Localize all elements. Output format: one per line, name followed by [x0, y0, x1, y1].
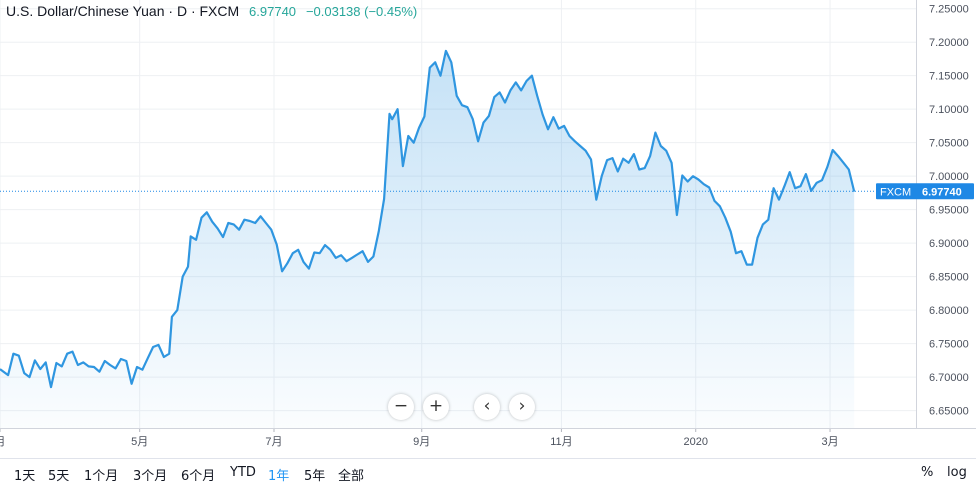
y-axis[interactable]: 7.25000 7.20000 7.15000 7.10000 7.05000 7.000…: [916, 0, 969, 428]
log-scale-button[interactable]: log: [947, 465, 967, 480]
y-tick-label: 6.85000: [929, 272, 969, 284]
x-tick-label: 3月: [821, 436, 838, 448]
x-tick-label: 月: [0, 436, 6, 448]
range-ytd-button[interactable]: YTD: [230, 465, 256, 480]
range-1d-button[interactable]: 1天: [14, 469, 36, 484]
price-label-symbol: FXCM: [880, 186, 911, 198]
x-tick-label: 5月: [131, 436, 148, 448]
y-tick-label: 6.90000: [929, 238, 969, 250]
y-tick-label: 6.95000: [929, 205, 969, 217]
price-chart[interactable]: 7.25000 7.20000 7.15000 7.10000 7.05000 7.000…: [0, 0, 976, 458]
y-tick-label: 7.10000: [929, 104, 969, 116]
y-tick-label: 7.00000: [929, 171, 969, 183]
price-area-fill: [0, 50, 855, 429]
y-tick-label: 6.70000: [929, 372, 969, 384]
y-tick-label: 7.15000: [929, 71, 969, 83]
scroll-right-button[interactable]: ›: [509, 394, 535, 420]
y-tick-label: 6.75000: [929, 339, 969, 351]
y-tick-label: 6.80000: [929, 305, 969, 317]
range-1m-button[interactable]: 1个月: [84, 469, 119, 484]
x-tick-label: 11月: [550, 436, 572, 448]
y-tick-label: 7.20000: [929, 37, 969, 49]
range-3m-button[interactable]: 3个月: [133, 469, 168, 484]
last-price-label: FXCM 6.97740: [876, 183, 974, 200]
price-change: −0.03138 (−0.45%): [305, 4, 418, 19]
last-price: 6.97740: [249, 4, 297, 19]
y-tick-label: 6.65000: [929, 406, 969, 418]
range-1y-button[interactable]: 1年: [268, 469, 290, 484]
range-5d-button[interactable]: 5天: [48, 469, 70, 484]
price-series-line: [0, 49, 856, 389]
range-5y-button[interactable]: 5年: [304, 469, 326, 484]
zoom-out-button[interactable]: −: [388, 394, 414, 420]
x-tick-label: 2020: [683, 436, 707, 448]
symbol-title: U.S. Dollar/Chinese Yuan · D · FXCM: [6, 3, 240, 19]
symbol-header: U.S. Dollar/Chinese Yuan · D · FXCM 6.97…: [6, 3, 417, 19]
x-tick-label: 7月: [265, 436, 282, 448]
y-tick-label: 7.05000: [929, 138, 969, 150]
y-tick-label: 7.25000: [929, 4, 969, 16]
price-label-value: 6.97740: [922, 186, 962, 198]
x-tick-label: 9月: [413, 436, 430, 448]
percent-scale-button[interactable]: %: [921, 465, 934, 480]
scroll-left-button[interactable]: ‹: [474, 394, 500, 420]
zoom-in-button[interactable]: +: [423, 394, 449, 420]
range-6m-button[interactable]: 6个月: [181, 469, 216, 484]
range-toolbar: 1天 5天 1个月 3个月 6个月 YTD 1年 5年 全部 % log: [0, 458, 976, 484]
range-all-button[interactable]: 全部: [338, 469, 365, 484]
x-axis[interactable]: 月 5月 7月 9月 11月 2020 3月: [0, 428, 976, 448]
